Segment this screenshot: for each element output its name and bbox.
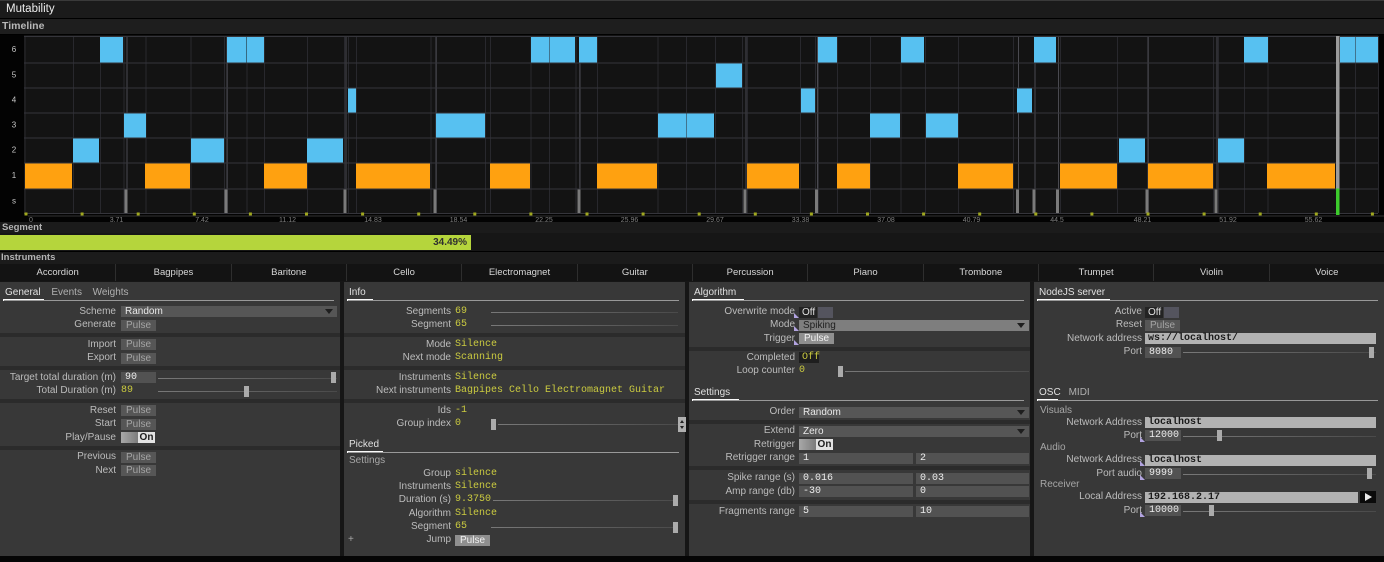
svg-text:51.92: 51.92 <box>1219 217 1237 224</box>
svg-text:2: 2 <box>12 146 17 155</box>
svg-text:1: 1 <box>12 171 17 180</box>
svg-text:44.5: 44.5 <box>1050 217 1064 224</box>
svg-text:33.38: 33.38 <box>792 217 810 224</box>
svg-text:4: 4 <box>12 96 17 105</box>
svg-text:22.25: 22.25 <box>535 217 553 224</box>
svg-text:40.79: 40.79 <box>963 217 981 224</box>
svg-text:14.83: 14.83 <box>364 217 382 224</box>
svg-text:7.42: 7.42 <box>195 217 209 224</box>
svg-text:3: 3 <box>12 121 17 130</box>
svg-text:3.71: 3.71 <box>110 217 124 224</box>
svg-text:48.21: 48.21 <box>1134 217 1152 224</box>
svg-text:6: 6 <box>12 45 17 54</box>
svg-text:37.08: 37.08 <box>877 217 895 224</box>
svg-text:0: 0 <box>29 217 33 224</box>
svg-text:29.67: 29.67 <box>706 217 724 224</box>
svg-text:s: s <box>12 196 16 205</box>
svg-text:18.54: 18.54 <box>450 217 468 224</box>
svg-text:11.12: 11.12 <box>279 217 296 224</box>
svg-text:55.62: 55.62 <box>1305 217 1323 224</box>
svg-text:5: 5 <box>12 71 17 80</box>
svg-text:25.96: 25.96 <box>621 217 639 224</box>
